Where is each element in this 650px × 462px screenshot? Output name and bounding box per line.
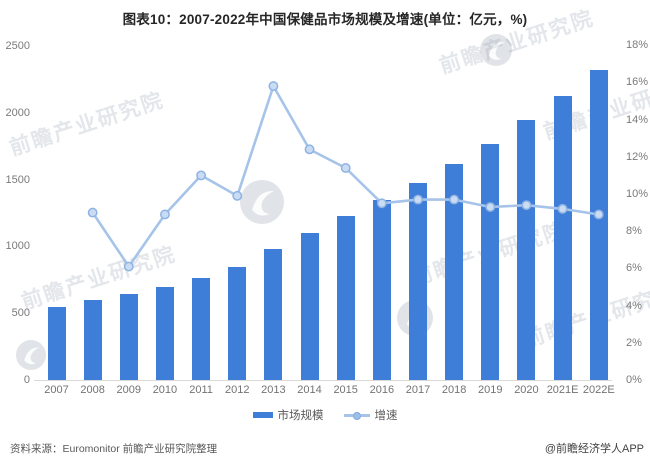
right-axis-tick: 8%	[626, 225, 642, 238]
bar-2010	[155, 287, 174, 380]
right-axis-tick: 10%	[626, 188, 649, 200]
bar-2019	[481, 143, 500, 380]
bar-2022E	[589, 70, 608, 380]
bar-2016	[372, 200, 391, 380]
x-axis-label-2011: 2011	[189, 384, 213, 396]
left-axis-tick: 2500	[5, 40, 30, 52]
bar-2014	[300, 233, 319, 380]
right-axis-tick: 16%	[626, 76, 649, 89]
chart-title: 图表10：2007-2022年中国保健品市场规模及增速(单位：亿元，%)	[122, 12, 528, 27]
right-axis-tick: 0%	[626, 374, 642, 386]
x-axis-label-2008: 2008	[80, 384, 105, 396]
bar-2015	[336, 215, 355, 380]
legend: 市场规模 增速	[0, 407, 650, 423]
right-axis-tick: 12%	[626, 150, 649, 163]
x-axis-label-2015: 2015	[333, 384, 358, 396]
right-axis-tick: 14%	[626, 113, 649, 126]
bar-2013	[264, 249, 283, 380]
x-axis-label-2018: 2018	[441, 384, 467, 396]
bar-2011	[192, 277, 211, 380]
x-axis-label-2014: 2014	[297, 384, 322, 396]
right-axis-tick: 4%	[626, 299, 642, 312]
x-axis-label-2021E: 2021E	[546, 384, 579, 396]
bar-swatch-icon	[252, 412, 273, 418]
footer: 资料来源：Euromonitor 前瞻产业研究院整理 @前瞻经济学人APP	[0, 440, 650, 456]
left-axis-tick: 1500	[5, 173, 30, 186]
bar-2008	[83, 299, 102, 380]
x-axis-label-2017: 2017	[405, 384, 431, 396]
right-axis-tick: 6%	[626, 262, 642, 275]
legend-label-market-size: 市场规模	[277, 410, 324, 422]
right-axis-tick: 18%	[626, 39, 649, 52]
right-axis-tick: 2%	[626, 336, 642, 349]
bar-2017	[409, 182, 427, 380]
bar-2020	[517, 120, 536, 380]
bar-2012	[228, 267, 247, 380]
line-swatch-icon	[343, 411, 370, 420]
left-axis-tick: 500	[11, 307, 30, 320]
x-axis-label-2013: 2013	[261, 384, 286, 396]
x-axis-label-2007: 2007	[44, 384, 69, 396]
bar-2009	[119, 294, 138, 380]
left-axis-tick: 1000	[5, 240, 30, 253]
legend-item-market-size: 市场规模	[252, 407, 324, 423]
x-axis-label-2019: 2019	[478, 384, 503, 396]
x-axis-label-2009: 2009	[116, 384, 142, 396]
source-text: 资料来源：Euromonitor 前瞻产业研究院整理	[10, 443, 218, 455]
bar-2018	[445, 163, 464, 380]
left-axis-tick: 0	[23, 374, 30, 386]
x-axis-line	[34, 380, 612, 381]
x-axis-label-2012: 2012	[225, 384, 250, 396]
bar-2021E	[553, 96, 572, 380]
left-axis-tick: 2000	[5, 106, 30, 119]
legend-label-growth: 增速	[374, 410, 398, 422]
x-axis-label-2022E: 2022E	[582, 384, 615, 396]
legend-item-growth: 增速	[343, 407, 398, 423]
credit-text: @前瞻经济学人APP	[544, 443, 644, 455]
x-axis-label-2020: 2020	[514, 384, 539, 396]
x-axis-label-2016: 2016	[369, 384, 395, 396]
x-axis-label-2010: 2010	[152, 384, 178, 396]
bar-2007	[47, 306, 66, 380]
